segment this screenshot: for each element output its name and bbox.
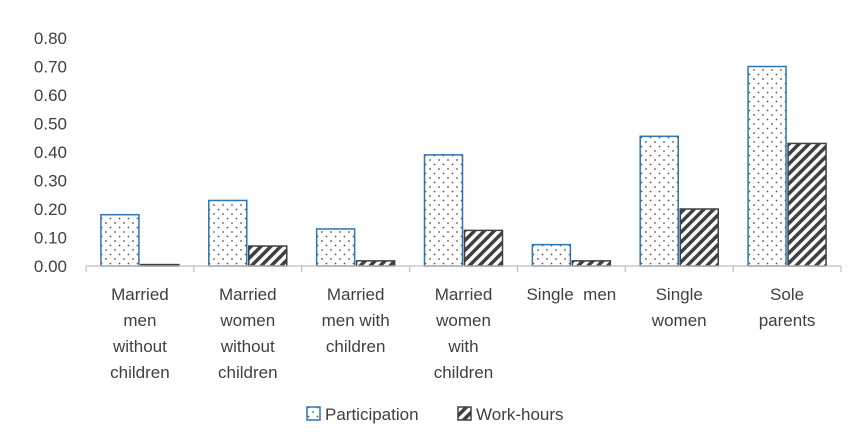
category-label-line: children (326, 337, 386, 356)
category-label-line: children (434, 363, 494, 382)
category-label-line: women (219, 311, 275, 330)
category-label: Married men with children (322, 285, 390, 356)
y-tick-label: 0.30 (34, 172, 67, 191)
bar-work-hours-2 (355, 260, 396, 267)
category-label: Single women (651, 285, 707, 330)
category-label-line: Single (656, 285, 703, 304)
category-label-line: women (651, 311, 707, 330)
category-label-line: Single men (526, 285, 616, 304)
y-tick-label: 0.20 (34, 200, 67, 219)
bar-work-hours-3 (463, 229, 504, 267)
category-label-line: parents (759, 311, 816, 330)
legend-label-work-hours: Work-hours (476, 405, 564, 424)
category-label-line: children (218, 363, 278, 382)
category-label-line: Married (435, 285, 493, 304)
category-label-line: men (123, 311, 156, 330)
y-tick-label: 0.50 (34, 115, 67, 134)
x-axis: Married men without children Married women wit… (85, 265, 842, 382)
category-label-line: without (112, 337, 167, 356)
category-label-line: women (435, 311, 491, 330)
bar-work-hours-6 (787, 142, 827, 267)
legend-label-participation: Participation (325, 405, 419, 424)
category-label-line: Married (327, 285, 385, 304)
y-tick-label: 0.00 (34, 257, 67, 276)
y-axis: 0.00 0.10 0.20 0.30 0.40 0.50 0.60 0.70 0.80 (34, 29, 67, 276)
bar-participation-1 (208, 199, 248, 267)
bar-participation-6 (747, 65, 787, 267)
bar-work-hours-1 (248, 245, 288, 267)
y-tick-label: 0.70 (34, 58, 67, 77)
category-label-line: men with (322, 311, 390, 330)
bar-participation-4 (531, 243, 572, 267)
y-tick-label: 0.60 (34, 86, 67, 105)
category-label-line: without (220, 337, 275, 356)
category-label: Single men (526, 285, 616, 304)
category-label-line: Married (111, 285, 169, 304)
category-label-line: Sole (770, 285, 804, 304)
bar-participation-2 (315, 228, 356, 267)
legend: Participation Work-hours (306, 405, 564, 424)
y-tick-label: 0.40 (34, 143, 67, 162)
legend-swatch-participation (306, 406, 321, 421)
bar-work-hours-4 (571, 260, 612, 267)
category-label: Married women with children (434, 285, 494, 382)
legend-swatch-work-hours (457, 406, 472, 421)
y-tick-label: 0.80 (34, 29, 67, 48)
category-label: Sole parents (759, 285, 816, 330)
y-tick-label: 0.10 (34, 229, 67, 248)
bar-participation-0 (100, 213, 140, 267)
category-label: Married men without children (110, 285, 170, 382)
bar-participation-5 (639, 135, 679, 267)
category-label-line: Married (219, 285, 277, 304)
category-label-line: with (447, 337, 478, 356)
category-label-line: children (110, 363, 170, 382)
category-label: Married women without children (218, 285, 278, 382)
bar-work-hours-5 (679, 208, 719, 267)
bar-participation-3 (423, 154, 464, 267)
bars (100, 65, 827, 267)
